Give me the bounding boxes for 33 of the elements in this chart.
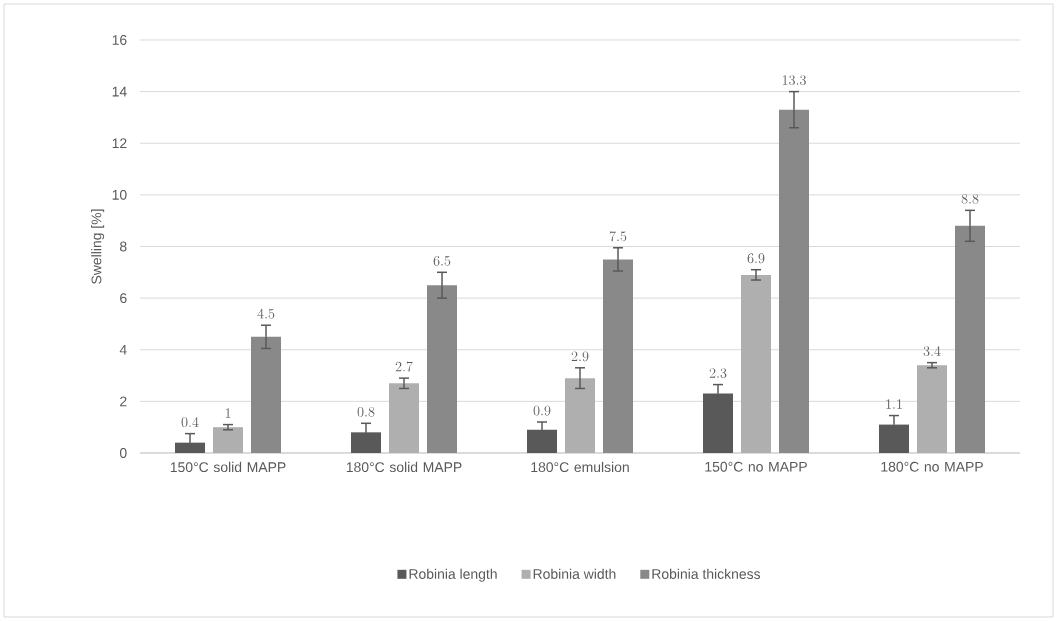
data-label: 6.5 [433,255,451,266]
data-label: 2.7 [395,361,413,372]
data-label: 0.9 [533,405,551,416]
x-tick-label: 150°C no MAPP [705,461,807,472]
data-label: 2.3 [709,368,727,379]
y-tick-label: 8 [120,241,127,252]
x-tick-label: 180°C emulsion [531,461,629,473]
x-tick-label: 180°C no MAPP [881,461,983,472]
y-tick-label: 6 [120,293,127,304]
y-tick-label: 4 [119,344,127,355]
data-label: 1 [225,408,231,418]
data-label: 13.3 [782,75,806,86]
x-tick-label: 150°C solid MAPP [170,461,286,473]
y-tick-label: 10 [112,189,127,200]
data-label: 2.9 [571,351,589,362]
x-tick-label: 180°C solid MAPP [346,461,462,473]
y-tick-label: 0 [119,448,127,458]
legend-label: Robinia width [533,568,616,579]
data-label: 8.8 [961,193,979,204]
y-tick-label: 12 [112,138,127,149]
y-tick-label: 14 [112,86,127,97]
data-label: 7.5 [609,231,627,242]
data-label: 6.9 [747,253,765,264]
data-label: 0.8 [357,406,375,417]
data-label: 1 . 1 [886,399,902,409]
y-tick-label: 16 [112,35,127,45]
legend-label: Robinia length [409,568,497,582]
data-label: 3.4 [923,346,941,357]
data-label: 0.4 [181,417,199,428]
y-tick-label: 2 [120,396,127,407]
legend-label: Robinia thickness [652,568,761,579]
y-axis-title: Swelling [%] [91,209,105,284]
data-label: 4.5 [257,308,275,319]
